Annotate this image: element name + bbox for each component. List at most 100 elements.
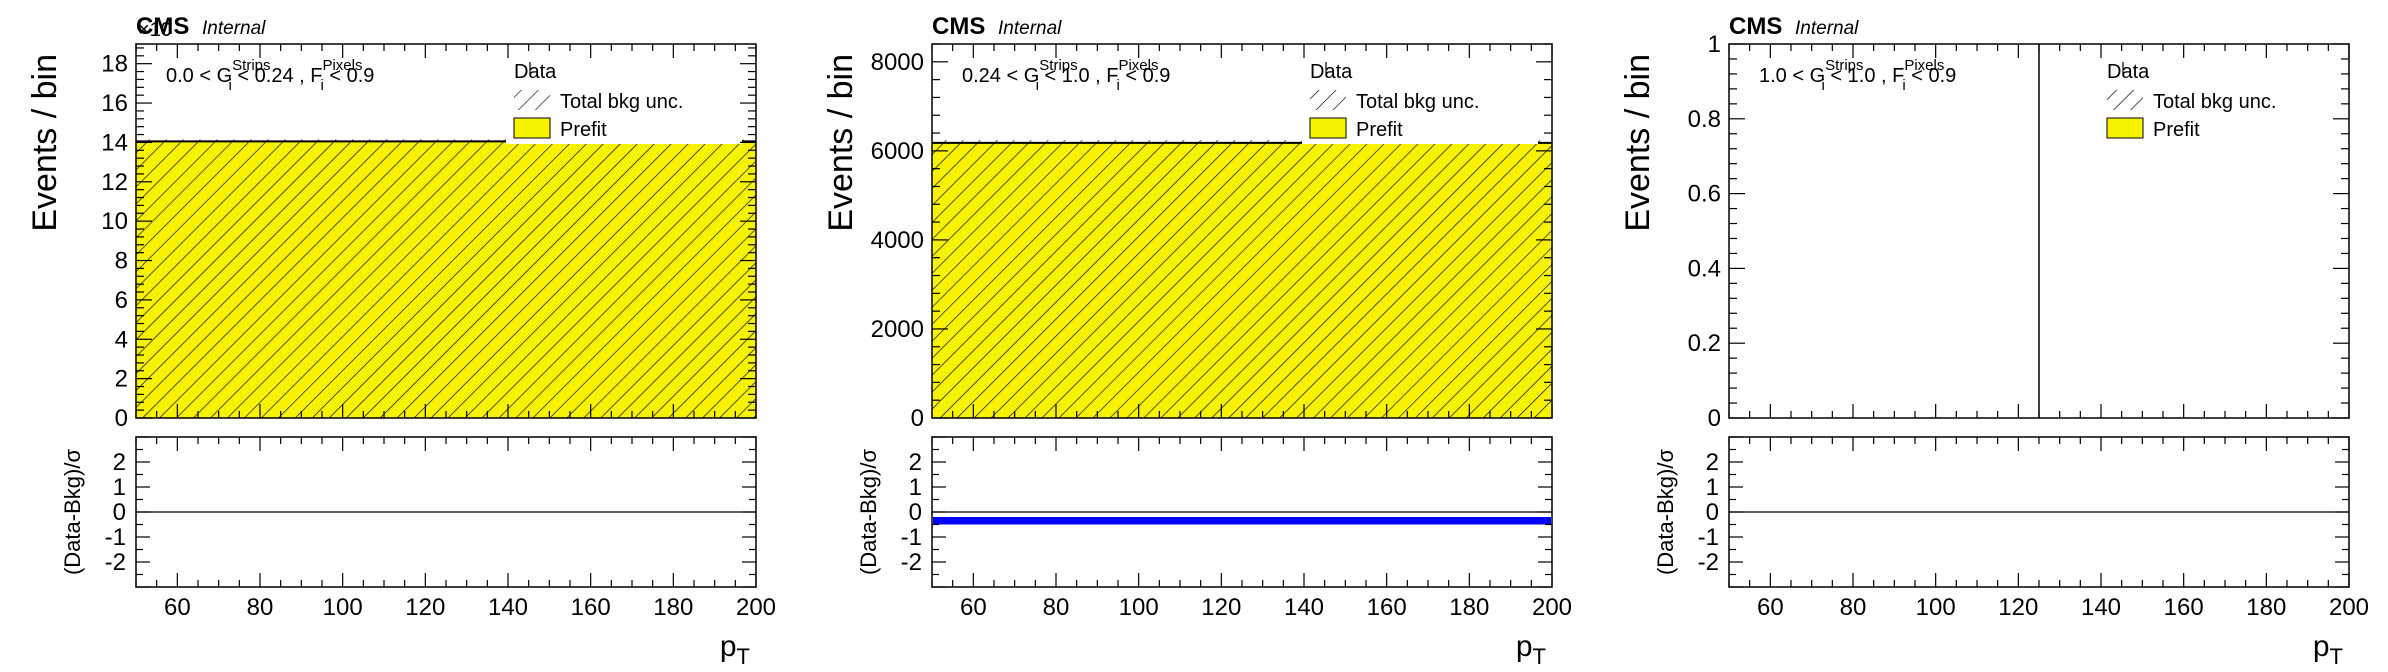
y-tick-label: 0.6	[1688, 181, 1721, 208]
bkg-unc-hatch	[136, 139, 756, 418]
y-tick-label: 2000	[871, 316, 924, 343]
x-tick-label: 140	[2081, 594, 2121, 621]
pull-tick-label: 0	[113, 499, 126, 526]
x-tick-label: 60	[1757, 594, 1784, 621]
x-tick-label: 120	[405, 594, 445, 621]
cms-label: CMS	[136, 13, 189, 40]
x-axis-label: pT	[720, 630, 750, 669]
x-tick-label: 60	[164, 594, 191, 621]
pull-tick-label: -1	[105, 524, 126, 551]
x-tick-label: 200	[1532, 594, 1572, 621]
pull-tick-label: 0	[909, 499, 922, 526]
x-tick-label: 180	[653, 594, 693, 621]
y-tick-label: 10	[101, 208, 128, 235]
x-tick-label: 120	[1201, 594, 1241, 621]
x-tick-label: 160	[1367, 594, 1407, 621]
pull-tick-label: 0	[1706, 499, 1719, 526]
y-tick-label: 2	[115, 366, 128, 393]
pull-tick-label: 2	[909, 449, 922, 476]
pull-tick-label: 1	[909, 474, 922, 501]
y-tick-label: 8000	[871, 49, 924, 76]
pull-tick-label: -1	[1698, 524, 1719, 551]
legend-prefit-swatch	[513, 117, 551, 139]
bkg-unc-hatch	[932, 140, 1552, 418]
legend-entry-prefit: Prefit	[560, 119, 607, 141]
y-tick-label: 6	[115, 287, 128, 314]
y-tick-label: 0	[911, 405, 924, 432]
legend-entry-data: Data	[2107, 61, 2150, 83]
legend-prefit-swatch	[1309, 117, 1347, 139]
y-tick-label: 0.4	[1688, 255, 1721, 282]
x-tick-label: 60	[960, 594, 987, 621]
internal-label: Internal	[1795, 18, 1859, 39]
pull-tick-label: 2	[113, 449, 126, 476]
y-tick-label: 1	[1708, 31, 1721, 58]
x-tick-label: 140	[488, 594, 528, 621]
x-tick-label: 120	[1998, 594, 2038, 621]
legend-entry-prefit: Prefit	[2153, 119, 2200, 141]
pull-tick-label: 1	[113, 474, 126, 501]
x-tick-label: 100	[1119, 594, 1159, 621]
pull-tick-label: 1	[1706, 474, 1719, 501]
x-tick-label: 160	[571, 594, 611, 621]
x-axis-label: pT	[2313, 630, 2343, 669]
y-exponent-label: ×10	[138, 19, 172, 41]
x-tick-label: 200	[2329, 594, 2369, 621]
pull-tick-label: 2	[1706, 449, 1719, 476]
legend-unc-swatch	[1310, 90, 1346, 110]
y-tick-label: 14	[101, 129, 128, 156]
region-label: 0.24 < GStrips i < 1.0 , FPixels i < 0.9	[962, 57, 1170, 94]
x-tick-label: 180	[1449, 594, 1489, 621]
x-tick-label: 160	[2164, 594, 2204, 621]
pull-tick-label: -2	[901, 549, 922, 576]
ratio-axis-label: (Data-Bkg)/σ	[60, 449, 85, 575]
pull-tick-label: -2	[1698, 549, 1719, 576]
y-tick-label: 16	[101, 90, 128, 117]
y-tick-label: 6000	[871, 138, 924, 165]
internal-label: Internal	[202, 18, 266, 39]
legend-unc-swatch	[2107, 90, 2143, 110]
y-tick-label: 0	[115, 405, 128, 432]
legend-entry-unc: Total bkg unc.	[560, 91, 683, 113]
x-tick-label: 140	[1284, 594, 1324, 621]
internal-label: Internal	[998, 18, 1062, 39]
pull-tick-label: -2	[105, 549, 126, 576]
legend-unc-swatch	[514, 90, 550, 110]
y-axis-label: Events / bin	[26, 54, 64, 232]
y-tick-label: 0	[1708, 405, 1721, 432]
pull-band	[933, 517, 1551, 525]
cms-label: CMS	[1729, 13, 1782, 40]
region-label: 1.0 < GStrips i < 1.0 , FPixels i < 0.9	[1759, 57, 1956, 94]
legend-entry-prefit: Prefit	[1356, 119, 1403, 141]
pull-tick-label: -1	[901, 524, 922, 551]
x-tick-label: 80	[1043, 594, 1070, 621]
legend-prefit-swatch	[2106, 117, 2144, 139]
y-tick-label: 12	[101, 169, 128, 196]
legend-entry-unc: Total bkg unc.	[1356, 91, 1479, 113]
y-tick-label: 18	[101, 51, 128, 78]
region-label: 0.0 < GStrips i < 0.24 , FPixels i < 0.9	[166, 57, 374, 94]
x-tick-label: 80	[247, 594, 274, 621]
x-tick-label: 80	[1840, 594, 1867, 621]
x-tick-label: 200	[736, 594, 776, 621]
y-axis-label: Events / bin	[1619, 54, 1657, 232]
ratio-axis-label: (Data-Bkg)/σ	[1653, 449, 1678, 575]
legend-entry-data: Data	[1310, 61, 1353, 83]
y-tick-label: 0.8	[1688, 106, 1721, 133]
x-axis-label: pT	[1516, 630, 1546, 669]
y-axis-label: Events / bin	[822, 54, 860, 232]
x-tick-label: 100	[323, 594, 363, 621]
ratio-axis-label: (Data-Bkg)/σ	[856, 449, 881, 575]
y-tick-label: 4	[115, 326, 128, 353]
y-tick-label: 8	[115, 248, 128, 275]
y-tick-label: 4000	[871, 227, 924, 254]
cms-label: CMS	[932, 13, 985, 40]
legend-entry-data: Data	[514, 61, 557, 83]
x-tick-label: 180	[2246, 594, 2286, 621]
legend-entry-unc: Total bkg unc.	[2153, 91, 2276, 113]
x-tick-label: 100	[1916, 594, 1956, 621]
